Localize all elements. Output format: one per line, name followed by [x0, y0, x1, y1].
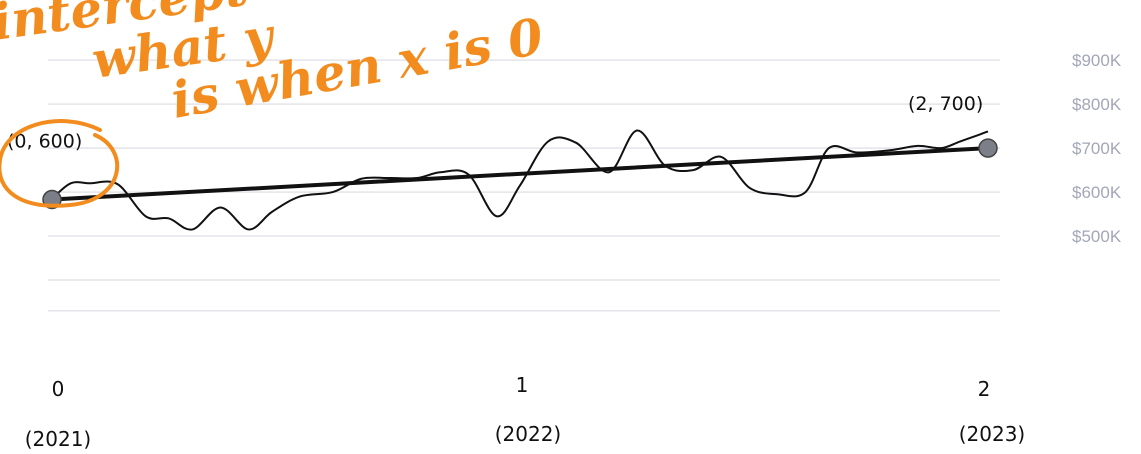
endpoint-markers: [42, 138, 998, 210]
endpoint-marker: [978, 138, 998, 158]
x-tick-label: 2: [978, 377, 991, 401]
x-axis-tick-labels: 0 (2021) 1 (2022) 2 (2023): [25, 373, 1026, 451]
data-series: [51, 129, 989, 231]
x-year-label: (2022): [495, 422, 562, 446]
y-tick-label: $700K: [1072, 139, 1122, 158]
x-tick-label: 1: [516, 373, 529, 397]
y-tick-label: $500K: [1072, 227, 1122, 246]
series-line: [51, 129, 989, 231]
x-year-label: (2023): [959, 422, 1026, 446]
orange-circle-annotation: [0, 119, 120, 208]
point-label: (2, 700): [908, 93, 983, 115]
y-tick-label: $600K: [1072, 183, 1122, 202]
trend-line: [50, 146, 990, 202]
point-labels: (0, 600) (2, 700): [7, 93, 983, 152]
y-tick-label: $800K: [1072, 95, 1122, 114]
y-axis-tick-labels: $900K $800K $700K $600K $500K: [1072, 51, 1122, 246]
trend-line-group: [50, 146, 990, 202]
y-tick-label: $900K: [1072, 51, 1122, 70]
x-tick-label: 0: [52, 377, 65, 401]
x-year-label: (2021): [25, 427, 92, 451]
point-label: (0, 600): [7, 131, 82, 153]
